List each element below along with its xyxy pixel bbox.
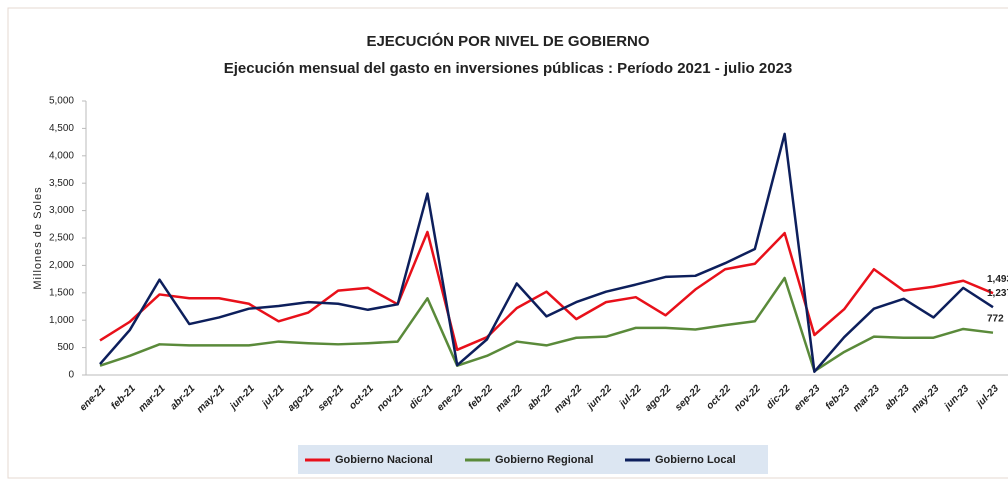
y-tick-label: 500 [57,342,74,353]
data-label: 772 [987,313,1004,324]
chart-subtitle: Ejecución mensual del gasto en inversion… [224,60,793,77]
legend-label: Gobierno Local [655,454,736,466]
series-line [99,132,994,373]
y-tick-label: 0 [68,370,74,381]
series-line [99,230,994,352]
y-tick-label: 5,000 [49,96,74,107]
y-tick-label: 1,500 [49,287,74,298]
legend-label: Gobierno Regional [495,454,593,466]
y-tick-label: 2,000 [49,260,74,271]
data-label: 1,237 [987,288,1008,299]
y-tick-label: 3,000 [49,205,74,216]
y-tick-label: 1,000 [49,315,74,326]
chart-frame [7,7,1008,479]
legend [298,445,768,474]
data-label: 1,493 [987,274,1008,285]
y-tick-label: 3,500 [49,178,74,189]
y-tick-label: 4,000 [49,150,74,161]
y-axis-label: Millones de Soles [32,186,44,289]
y-tick-label: 4,500 [49,123,74,134]
series-line [99,276,994,373]
chart-title: EJECUCIÓN POR NIVEL DE GOBIERNO [366,32,649,50]
legend-label: Gobierno Nacional [335,454,433,466]
y-tick-label: 2,500 [49,233,74,244]
